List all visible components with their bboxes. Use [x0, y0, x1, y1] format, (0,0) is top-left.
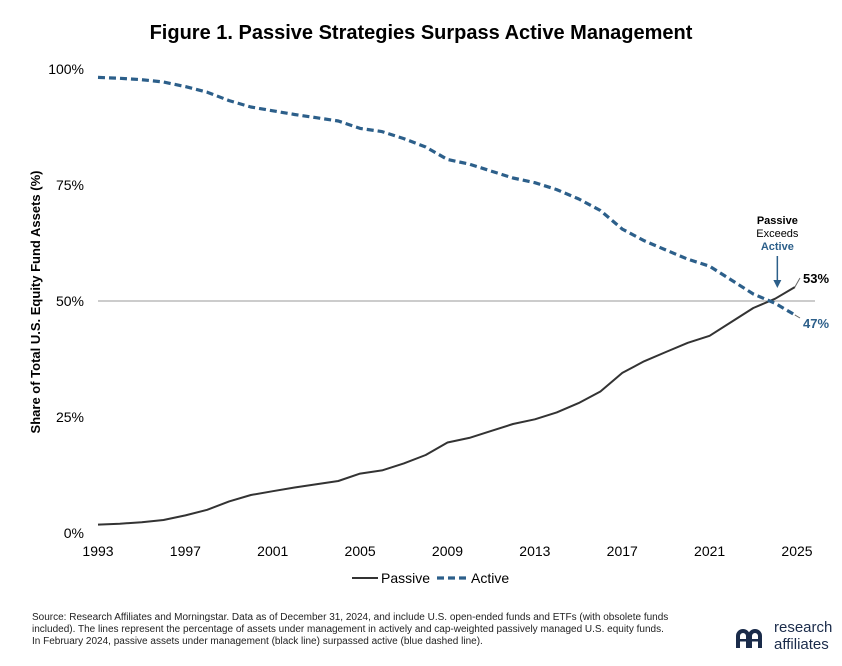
legend-label-passive: Passive — [381, 570, 430, 586]
source-note: Source: Research Affiliates and Mornings… — [32, 612, 669, 647]
legend-label-active: Active — [471, 570, 509, 586]
line-chart: 0% 25% 50% 75% 100% 1993 1997 2001 2005 2009 2013… — [28, 61, 829, 586]
end-label-active: 47% — [803, 316, 829, 331]
annotation-line3: Active — [761, 241, 794, 253]
y-tick-label: 25% — [56, 409, 84, 425]
x-tick-label: 2009 — [432, 543, 463, 559]
y-axis-label: Share of Total U.S. Equity Fund Assets (… — [28, 171, 43, 434]
y-tick-label: 100% — [48, 61, 84, 77]
chart-title: Figure 1. Passive Strategies Surpass Act… — [149, 22, 693, 44]
annotation-line2: Exceeds — [756, 228, 799, 240]
y-tick-label: 0% — [64, 525, 84, 541]
annotation-arrow-icon — [773, 280, 782, 288]
series-line-active — [97, 75, 796, 317]
end-label-leader-active — [794, 314, 801, 319]
x-tick-label: 2017 — [607, 543, 638, 559]
research-affiliates-logo: research affiliates — [734, 618, 834, 658]
series-group — [97, 75, 796, 526]
logo-text-line1: research — [774, 619, 833, 636]
x-tick-label: 1997 — [170, 543, 201, 559]
end-label-leader-passive — [794, 277, 801, 288]
x-tick-label: 2021 — [694, 543, 725, 559]
end-labels-group: 53% 47% — [794, 271, 829, 331]
legend: Passive Active — [352, 570, 509, 586]
y-tick-label: 50% — [56, 293, 84, 309]
x-axis-ticks: 1993 1997 2001 2005 2009 2013 2017 2021 2025 — [82, 543, 812, 559]
annotation-line1: Passive — [757, 215, 798, 227]
y-axis-ticks: 0% 25% 50% 75% 100% — [48, 61, 84, 541]
x-tick-label: 2001 — [257, 543, 288, 559]
logo-text-line2: affiliates — [774, 636, 829, 653]
x-tick-label: 2025 — [781, 543, 812, 559]
y-tick-label: 75% — [56, 177, 84, 193]
logo-mark-icon — [736, 629, 762, 648]
x-tick-label: 2005 — [345, 543, 376, 559]
x-tick-label: 1993 — [82, 543, 113, 559]
series-line-passive — [97, 286, 796, 526]
x-tick-label: 2013 — [519, 543, 550, 559]
end-label-passive: 53% — [803, 271, 829, 286]
